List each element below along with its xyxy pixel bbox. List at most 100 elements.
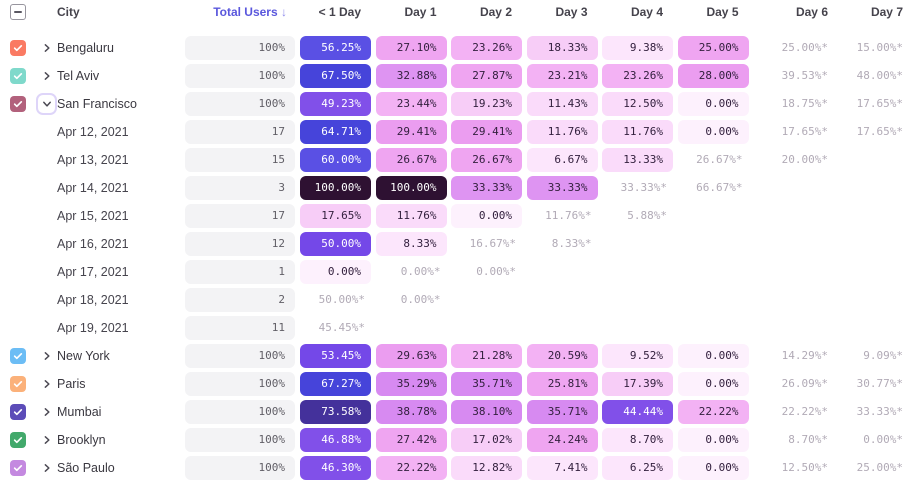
retention-cell[interactable]: 27.87% — [451, 64, 522, 88]
expand-chevron-icon[interactable] — [42, 407, 52, 417]
retention-cell[interactable]: 9.52% — [602, 344, 673, 368]
retention-cell[interactable]: 8.70% — [602, 428, 673, 452]
retention-cell[interactable]: 11.43% — [526, 92, 598, 116]
retention-cell[interactable]: 38.78% — [375, 400, 447, 424]
row-checkbox[interactable] — [10, 460, 26, 476]
retention-cell[interactable]: 29.41% — [451, 120, 522, 144]
retention-cell[interactable]: 23.44% — [375, 92, 447, 116]
retention-cell[interactable]: 67.50% — [300, 64, 371, 88]
column-header-total-users[interactable]: Total Users ↓ — [185, 5, 295, 19]
retention-cell[interactable]: 11.76% — [375, 204, 447, 228]
retention-cell[interactable]: 17.39% — [602, 372, 673, 396]
retention-cell[interactable]: 50.00% — [300, 232, 371, 256]
retention-cell[interactable]: 38.10% — [451, 400, 522, 424]
row-checkbox[interactable] — [10, 40, 26, 56]
retention-cell[interactable]: 32.88% — [375, 64, 447, 88]
retention-cell[interactable]: 29.41% — [375, 120, 447, 144]
day-cell: 50.00%* — [300, 288, 371, 312]
retention-cell[interactable]: 33.33% — [451, 176, 522, 200]
retention-cell[interactable]: 0.00% — [677, 428, 749, 452]
expand-chevron-icon[interactable] — [42, 463, 52, 473]
retention-cell[interactable]: 13.33% — [602, 148, 673, 172]
row-checkbox[interactable] — [10, 68, 26, 84]
retention-cell[interactable]: 18.33% — [526, 36, 598, 60]
row-checkbox[interactable] — [10, 432, 26, 448]
retention-cell[interactable]: 35.29% — [375, 372, 447, 396]
retention-cell[interactable]: 60.00% — [300, 148, 371, 172]
retention-cell[interactable]: 17.02% — [451, 428, 522, 452]
retention-cell-incomplete: 50.00%* — [318, 293, 365, 306]
day-cell: 32.88% — [375, 64, 447, 88]
retention-cell[interactable]: 53.45% — [300, 344, 371, 368]
expand-chevron-icon[interactable] — [42, 379, 52, 389]
expand-chevron-icon[interactable] — [42, 71, 52, 81]
retention-cell[interactable]: 23.26% — [451, 36, 522, 60]
retention-cell[interactable]: 27.42% — [375, 428, 447, 452]
retention-cell[interactable]: 0.00% — [451, 204, 522, 228]
retention-cell[interactable]: 21.28% — [451, 344, 522, 368]
retention-cell[interactable]: 0.00% — [677, 344, 749, 368]
row-checkbox[interactable] — [10, 404, 26, 420]
checkmark-icon — [13, 353, 23, 360]
retention-cell[interactable]: 49.23% — [300, 92, 371, 116]
retention-cell[interactable]: 0.00% — [677, 372, 749, 396]
total-users-cell: 100% — [185, 344, 295, 368]
expand-chevron-icon[interactable] — [42, 351, 52, 361]
retention-cell[interactable]: 7.41% — [526, 456, 598, 480]
retention-cell[interactable]: 12.50% — [602, 92, 673, 116]
retention-cell[interactable]: 22.22% — [375, 456, 447, 480]
day-cell: 12.82% — [451, 456, 522, 480]
retention-cell[interactable]: 25.81% — [526, 372, 598, 396]
retention-cell[interactable]: 0.00% — [300, 260, 371, 284]
day-cell: 11.76% — [602, 120, 673, 144]
retention-cell[interactable]: 35.71% — [451, 372, 522, 396]
retention-cell[interactable]: 26.67% — [375, 148, 447, 172]
row-checkbox[interactable] — [10, 96, 26, 112]
retention-cell[interactable]: 11.76% — [526, 120, 598, 144]
retention-cell[interactable]: 19.23% — [451, 92, 522, 116]
row-label: Apr 15, 2021 — [57, 209, 129, 223]
retention-cell[interactable]: 56.25% — [300, 36, 371, 60]
retention-cell[interactable]: 9.38% — [602, 36, 673, 60]
retention-cell[interactable]: 0.00% — [677, 456, 749, 480]
retention-cell[interactable]: 67.27% — [300, 372, 371, 396]
retention-cell[interactable]: 64.71% — [300, 120, 371, 144]
day-cell: 12.50%* — [753, 456, 828, 480]
expand-chevron-icon[interactable] — [42, 435, 52, 445]
retention-cell[interactable]: 6.25% — [602, 456, 673, 480]
retention-cell[interactable]: 11.76% — [602, 120, 673, 144]
row-checkbox[interactable] — [10, 376, 26, 392]
retention-cell[interactable]: 100.00% — [375, 176, 447, 200]
retention-cell[interactable]: 46.88% — [300, 428, 371, 452]
retention-cell[interactable]: 24.24% — [526, 428, 598, 452]
expand-chevron-icon[interactable] — [36, 93, 57, 115]
day-cell: 14.29%* — [753, 344, 828, 368]
retention-cell[interactable]: 33.33% — [526, 176, 598, 200]
retention-cell[interactable]: 23.21% — [526, 64, 598, 88]
retention-cell[interactable]: 44.44% — [602, 400, 673, 424]
retention-cell[interactable]: 35.71% — [526, 400, 598, 424]
retention-cell[interactable]: 46.30% — [300, 456, 371, 480]
retention-cell[interactable]: 73.58% — [300, 400, 371, 424]
retention-cell[interactable]: 0.00% — [677, 120, 749, 144]
expand-chevron-icon[interactable] — [42, 43, 52, 53]
row-checkbox[interactable] — [10, 348, 26, 364]
retention-cell[interactable]: 23.26% — [602, 64, 673, 88]
retention-cell[interactable]: 12.82% — [451, 456, 522, 480]
retention-cell[interactable]: 6.67% — [526, 148, 598, 172]
total-users-cell: 100% — [185, 36, 295, 60]
retention-cell[interactable]: 27.10% — [375, 36, 447, 60]
retention-cell[interactable]: 29.63% — [375, 344, 447, 368]
retention-cell[interactable]: 26.67% — [451, 148, 522, 172]
retention-cell[interactable]: 28.00% — [677, 64, 749, 88]
retention-cell[interactable]: 22.22% — [677, 400, 749, 424]
retention-cell[interactable]: 25.00% — [677, 36, 749, 60]
select-all-checkbox[interactable] — [10, 4, 26, 20]
day-cell: 20.00%* — [753, 148, 828, 172]
retention-cell-incomplete: 16.67%* — [469, 237, 516, 250]
retention-cell[interactable]: 17.65% — [300, 204, 371, 228]
retention-cell[interactable]: 0.00% — [677, 92, 749, 116]
retention-cell[interactable]: 100.00% — [300, 176, 371, 200]
retention-cell[interactable]: 20.59% — [526, 344, 598, 368]
retention-cell[interactable]: 8.33% — [375, 232, 447, 256]
